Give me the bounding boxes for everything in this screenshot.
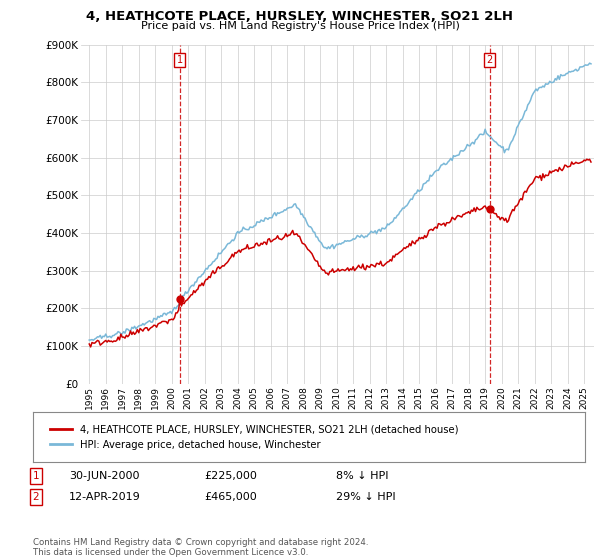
- Text: 2: 2: [32, 492, 40, 502]
- Text: 12-APR-2019: 12-APR-2019: [69, 492, 141, 502]
- Text: 4, HEATHCOTE PLACE, HURSLEY, WINCHESTER, SO21 2LH: 4, HEATHCOTE PLACE, HURSLEY, WINCHESTER,…: [86, 10, 514, 23]
- Text: 30-JUN-2000: 30-JUN-2000: [69, 471, 139, 481]
- Text: Contains HM Land Registry data © Crown copyright and database right 2024.
This d: Contains HM Land Registry data © Crown c…: [33, 538, 368, 557]
- Text: 8% ↓ HPI: 8% ↓ HPI: [336, 471, 389, 481]
- Text: Price paid vs. HM Land Registry's House Price Index (HPI): Price paid vs. HM Land Registry's House …: [140, 21, 460, 31]
- Text: 1: 1: [32, 471, 40, 481]
- Text: 1: 1: [177, 55, 183, 65]
- Text: £225,000: £225,000: [204, 471, 257, 481]
- Text: £465,000: £465,000: [204, 492, 257, 502]
- Text: 29% ↓ HPI: 29% ↓ HPI: [336, 492, 395, 502]
- Legend: 4, HEATHCOTE PLACE, HURSLEY, WINCHESTER, SO21 2LH (detached house), HPI: Average: 4, HEATHCOTE PLACE, HURSLEY, WINCHESTER,…: [44, 418, 464, 455]
- Text: 2: 2: [487, 55, 493, 65]
